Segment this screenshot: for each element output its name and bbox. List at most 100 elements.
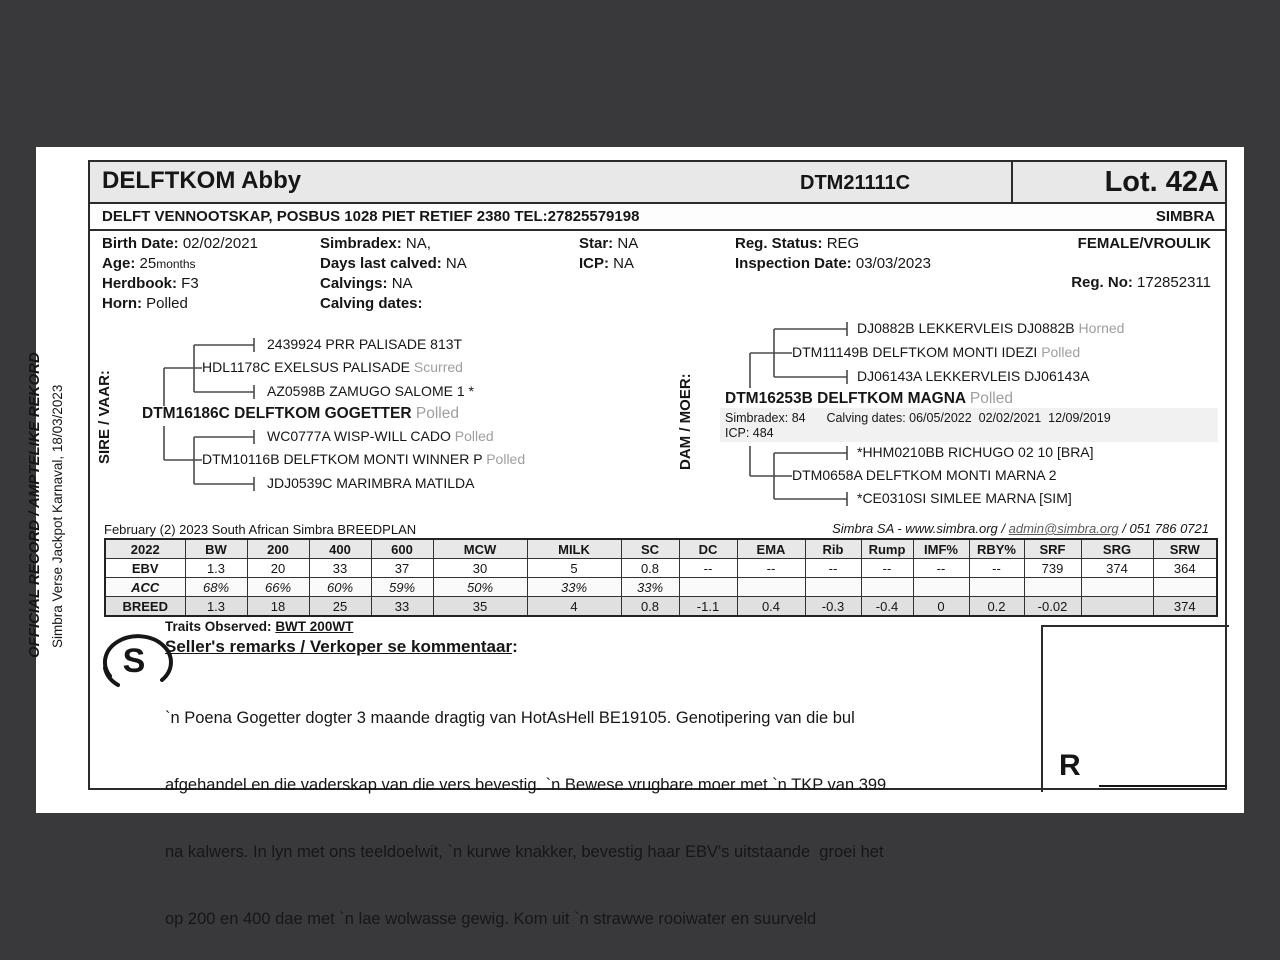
seller-remarks-text: `n Poena Gogetter dogter 3 maande dragti… — [165, 662, 1035, 960]
data-cell: 33 — [370, 596, 434, 617]
dam-grandsire-name: DJ0882B LEKKERVLEIS DJ0882B — [857, 320, 1075, 336]
days-last-calved-field: Days last calved: NA — [320, 255, 467, 272]
data-cell: 0.4 — [736, 596, 806, 617]
header-cell: SRG — [1080, 538, 1154, 559]
data-cell — [1152, 577, 1218, 597]
herdbook-value: F3 — [181, 275, 199, 292]
remarks-line: na kalwers. In lyn met ons teeldoelwit, … — [165, 843, 884, 862]
data-cell: 25 — [308, 596, 372, 617]
header-cell: RBY% — [968, 538, 1025, 559]
data-cell: 1.3 — [184, 558, 248, 578]
calvings-field: Calvings: NA — [320, 275, 413, 292]
dam-main-name: DTM16253B DELFTKOM MAGNA — [725, 390, 966, 407]
header-cell: MILK — [526, 538, 622, 559]
remarks-line: afgehandel en die vaderskap van die vers… — [165, 776, 887, 795]
dam-grandsire-horn: Horned — [1078, 320, 1125, 336]
table-row-ebv: EBV 1.3 20 33 37 30 5 0.8 -- -- -- -- --… — [104, 558, 1218, 578]
table-row-breed: BREED 1.3 18 25 33 35 4 0.8 -1.1 0.4 -0.… — [104, 596, 1218, 617]
title-bar: DELFTKOM Abby DTM21111C Lot. 42A — [90, 162, 1225, 204]
data-cell — [860, 577, 914, 597]
ebv-table: 2022 BW 200 400 600 MCW MILK SC DC EMA R… — [104, 538, 1218, 617]
sire-sire-name: HDL1178C EXELSUS PALISADE — [202, 359, 411, 375]
source-suffix: / 051 786 0721 — [1118, 521, 1209, 536]
data-cell — [1023, 577, 1082, 597]
data-cell: -- — [968, 558, 1025, 578]
seller-remarks-heading: Seller's remarks / Verkoper se kommentaa… — [165, 637, 518, 657]
table-row-acc: ACC 68% 66% 60% 59% 50% 33% 33% — [104, 577, 1218, 597]
remarks-line: op 200 en 400 dae met `n lae wolwasse ge… — [165, 910, 817, 929]
herdbook-field: Herdbook: F3 — [102, 275, 199, 292]
data-cell — [678, 577, 738, 597]
horn-value: Polled — [146, 295, 188, 312]
data-cell: 0.2 — [968, 596, 1025, 617]
sire-granddam: AZ0598B ZAMUGO SALOME 1 * — [267, 383, 474, 399]
days-last-calved-value: NA — [445, 255, 467, 272]
sire-dam-sire: WC0777A WISP-WILL CADO Polled — [267, 428, 494, 444]
row-label: ACC — [104, 577, 186, 597]
seller-address: DELFT VENNOOTSKAP, POSBUS 1028 PIET RETI… — [102, 208, 640, 225]
calving-dates-field: Calving dates: — [320, 295, 423, 312]
data-cell: 0 — [912, 596, 970, 617]
dam-icp: ICP: 484 — [725, 426, 774, 440]
record-card: OFFICIAL RECORD / AMPTELIKE REKORD Simbr… — [26, 147, 1244, 928]
dam-grandsire: DJ0882B LEKKERVLEIS DJ0882B Horned — [857, 320, 1124, 336]
horn-label: Horn: — [102, 295, 142, 312]
dam-granddam: DJ06143A LEKKERVLEIS DJ06143A — [857, 368, 1090, 384]
reg-no-value: 172852311 — [1137, 274, 1211, 291]
traits-value: BWT 200WT — [275, 619, 354, 634]
inspection-date-field: Inspection Date: 03/03/2023 — [735, 255, 931, 272]
birth-date-field: Birth Date: 02/02/2021 — [102, 235, 258, 252]
data-cell: -- — [860, 558, 914, 578]
sire-sire: HDL1178C EXELSUS PALISADE Scurred — [202, 359, 463, 375]
header-cell: Rump — [860, 538, 914, 559]
sire-main-name: DTM16186C DELFTKOM GOGETTER — [142, 405, 412, 422]
horn-field: Horn: Polled — [102, 295, 188, 312]
header-cell: 400 — [308, 538, 372, 559]
star-label: Star: — [579, 235, 614, 252]
star-value: NA — [617, 235, 639, 252]
record-border-box: DELFTKOM Abby DTM21111C Lot. 42A DELFT V… — [88, 160, 1229, 928]
sire-sire-horn: Scurred — [413, 359, 463, 375]
data-cell: -1.1 — [678, 596, 738, 617]
data-cell: 30 — [432, 558, 528, 578]
data-cell: 0.8 — [620, 596, 680, 617]
breed-name: SIMBRA — [1155, 208, 1215, 225]
days-last-calved-label: Days last calved: — [320, 255, 442, 272]
data-cell: -0.4 — [860, 596, 914, 617]
dam-section-label: DAM / MOER: — [677, 373, 694, 470]
data-cell: -- — [804, 558, 862, 578]
sire-section-label: SIRE / VAAR: — [96, 370, 113, 464]
header-cell: SRF — [1023, 538, 1082, 559]
data-cell: -0.02 — [1023, 596, 1082, 617]
currency-label: R — [1059, 749, 1081, 782]
dam-sire: DTM11149B DELFTKOM MONTI IDEZI Polled — [792, 344, 1080, 360]
data-cell — [736, 577, 806, 597]
data-cell — [1080, 596, 1154, 617]
header-cell: MCW — [432, 538, 528, 559]
data-cell — [968, 577, 1025, 597]
animal-name: DELFTKOM Abby — [102, 167, 302, 194]
price-box: R — [1041, 625, 1229, 792]
simbradex-value: NA, — [405, 235, 431, 252]
data-cell: 60% — [308, 577, 372, 597]
inspection-date-label: Inspection Date: — [735, 255, 852, 272]
table-header-row: 2022 BW 200 400 600 MCW MILK SC DC EMA R… — [104, 538, 1218, 559]
seal-letter: S — [123, 642, 146, 680]
data-cell: 33 — [308, 558, 372, 578]
header-cell: 600 — [370, 538, 434, 559]
herdbook-label: Herdbook: — [102, 275, 177, 292]
data-cell: 50% — [432, 577, 528, 597]
dam-simbradex-value: Simbradex: 84 — [725, 411, 806, 425]
data-cell: 0.8 — [620, 558, 680, 578]
header-cell: EMA — [736, 538, 806, 559]
sire-grandsire: 2439924 PRR PALISADE 813T — [267, 336, 463, 352]
dam-sire-name: DTM11149B DELFTKOM MONTI IDEZI — [792, 344, 1038, 360]
data-cell: 37 — [370, 558, 434, 578]
reg-status-value: REG — [826, 235, 860, 252]
dam-sire-horn: Polled — [1041, 344, 1081, 360]
sex-label: FEMALE/VROULIK — [1077, 235, 1211, 252]
simbradex-label: Simbradex: — [320, 235, 402, 252]
header-cell: SRW — [1152, 538, 1218, 559]
star-field: Star: NA — [579, 235, 638, 252]
data-cell: 18 — [246, 596, 310, 617]
